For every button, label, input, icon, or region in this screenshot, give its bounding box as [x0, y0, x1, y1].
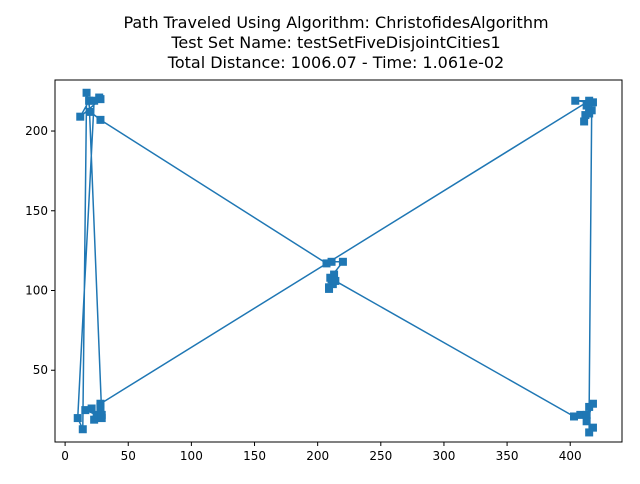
data-point [330, 270, 339, 279]
data-point [331, 276, 340, 285]
data-point [588, 423, 597, 432]
data-point [90, 415, 99, 424]
x-tick-label: 300 [432, 449, 455, 463]
data-point [92, 410, 101, 419]
plot-frame [54, 79, 623, 443]
x-tick-label: 50 [121, 449, 136, 463]
x-tick-label: 200 [306, 449, 329, 463]
data-point [582, 410, 591, 419]
chart-title-line-2: Test Set Name: testSetFiveDisjointCities… [170, 33, 500, 52]
x-tick-label: 400 [559, 449, 582, 463]
data-point [570, 412, 579, 421]
data-point [585, 402, 594, 411]
data-point [576, 410, 585, 419]
x-tick-label: 350 [496, 449, 519, 463]
data-point [582, 101, 591, 110]
data-point [585, 109, 594, 118]
data-point [585, 96, 594, 105]
data-point [82, 88, 91, 97]
data-point [96, 402, 105, 411]
data-point [87, 404, 96, 413]
data-point [325, 284, 334, 293]
x-tick-label: 250 [369, 449, 392, 463]
y-tick-label: 150 [25, 204, 48, 218]
data-point [96, 115, 105, 124]
data-point [571, 96, 580, 105]
data-point [582, 417, 591, 426]
data-point [76, 112, 85, 121]
data-point [81, 406, 90, 415]
data-point [95, 93, 104, 102]
plot-area: 0 50 100 150 200 250 300 350 400 50 100 150 200 [25, 79, 623, 463]
data-point [322, 259, 331, 268]
data-point [90, 96, 99, 105]
x-tick-label: 100 [180, 449, 203, 463]
x-tick-label: 150 [243, 449, 266, 463]
y-tick-label: 50 [33, 363, 48, 377]
data-point [338, 257, 347, 266]
data-point [73, 414, 82, 423]
data-point [580, 117, 589, 126]
chart-title-line-3: Total Distance: 1006.07 - Time: 1.061e-0… [167, 53, 504, 72]
x-tick-label: 0 [61, 449, 69, 463]
data-point [327, 257, 336, 266]
data-point [97, 410, 106, 419]
chart-title-line-1: Path Traveled Using Algorithm: Christofi… [123, 13, 548, 32]
data-point [585, 428, 594, 437]
data-point [86, 107, 95, 116]
data-point [78, 425, 87, 434]
y-tick-label: 200 [25, 124, 48, 138]
data-point [85, 96, 94, 105]
y-tick-label: 100 [25, 284, 48, 298]
